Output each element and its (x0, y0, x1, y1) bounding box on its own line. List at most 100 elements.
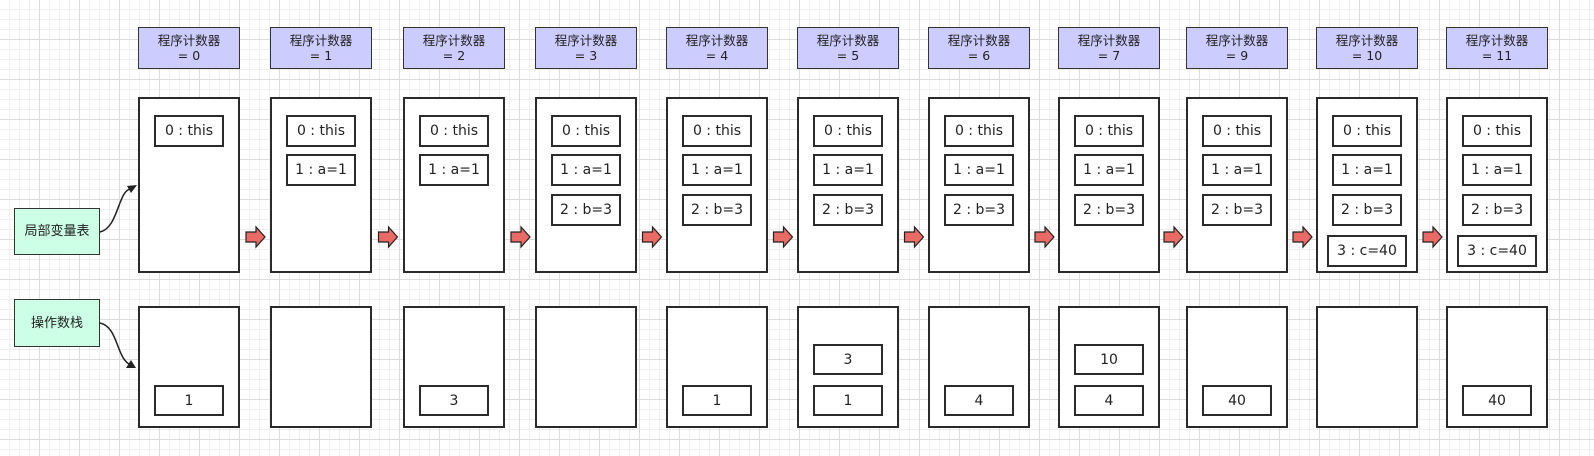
operand-stack-entry: 40 (1462, 385, 1532, 416)
operand-stack-value: 3 (844, 352, 853, 368)
operand-stack-entry: 3 (419, 385, 489, 416)
local-variable-slot: 0 : this (1462, 115, 1532, 147)
program-counter-label: 程序计数器 (555, 33, 618, 48)
operand-stack-value: 40 (1488, 393, 1506, 409)
operand-stack-entry: 10 (1074, 344, 1144, 375)
program-counter-value: = 3 (575, 48, 597, 63)
program-counter-label: 程序计数器 (158, 33, 221, 48)
local-variable-slot: 1 : a=1 (944, 154, 1014, 186)
local-variable-slot: 1 : a=1 (1074, 154, 1144, 186)
local-variable-text: 3 : c=40 (1467, 243, 1527, 259)
local-variable-slot: 1 : a=1 (1202, 154, 1272, 186)
local-variable-slot: 1 : a=1 (1462, 154, 1532, 186)
local-variable-text: 2 : b=3 (691, 202, 743, 218)
local-variable-text: 1 : a=1 (560, 162, 612, 178)
operand-stack-label: 操作数栈 (14, 299, 100, 347)
operand-stack-value: 4 (975, 393, 984, 409)
operand-stack-entry: 1 (813, 385, 883, 416)
local-variable-text: 1 : a=1 (1211, 162, 1263, 178)
program-counter-box: 程序计数器 = 2 (403, 27, 505, 69)
local-variable-text: 2 : b=3 (1211, 202, 1263, 218)
local-variable-slot: 1 : a=1 (1332, 154, 1402, 186)
operand-stack-entry: 40 (1202, 385, 1272, 416)
local-variable-slot: 2 : b=3 (944, 194, 1014, 226)
local-variable-table-label-text: 局部变量表 (24, 223, 90, 240)
operand-stack-value: 1 (844, 393, 853, 409)
local-variable-text: 2 : b=3 (1471, 202, 1523, 218)
program-counter-box: 程序计数器 = 4 (666, 27, 768, 69)
local-variable-text: 1 : a=1 (691, 162, 743, 178)
program-counter-box: 程序计数器 = 10 (1316, 27, 1418, 69)
operand-stack-frame (1316, 306, 1418, 428)
program-counter-value: = 7 (1098, 48, 1120, 63)
local-variable-slot: 0 : this (1074, 115, 1144, 147)
local-variable-slot: 0 : this (419, 115, 489, 147)
local-variable-slot: 0 : this (944, 115, 1014, 147)
program-counter-value: = 2 (443, 48, 465, 63)
local-variable-text: 0 : this (1085, 123, 1133, 139)
local-variable-slot: 0 : this (1202, 115, 1272, 147)
local-variable-slot: 0 : this (154, 115, 224, 147)
local-variable-slot: 2 : b=3 (682, 194, 752, 226)
local-variable-slot: 2 : b=3 (551, 194, 621, 226)
local-variable-text: 0 : this (165, 123, 213, 139)
local-variable-text: 0 : this (297, 123, 345, 139)
program-counter-value: = 9 (1226, 48, 1248, 63)
operand-stack-value: 1 (185, 393, 194, 409)
operand-stack-value: 3 (450, 393, 459, 409)
operand-stack-entry: 1 (154, 385, 224, 416)
local-variable-text: 3 : c=40 (1337, 243, 1397, 259)
program-counter-box: 程序计数器 = 9 (1186, 27, 1288, 69)
local-variable-text: 0 : this (1473, 123, 1521, 139)
local-variable-slot: 2 : b=3 (1332, 194, 1402, 226)
program-counter-value: = 0 (178, 48, 200, 63)
program-counter-box: 程序计数器 = 6 (928, 27, 1030, 69)
operand-stack-entry: 3 (813, 344, 883, 375)
local-variable-table-label: 局部变量表 (14, 208, 100, 255)
program-counter-label: 程序计数器 (1206, 33, 1269, 48)
local-variable-slot: 1 : a=1 (813, 154, 883, 186)
local-variable-slot: 0 : this (1332, 115, 1402, 147)
local-variable-text: 0 : this (562, 123, 610, 139)
program-counter-label: 程序计数器 (423, 33, 486, 48)
local-variable-text: 0 : this (955, 123, 1003, 139)
local-variable-text: 2 : b=3 (560, 202, 612, 218)
local-variable-slot: 2 : b=3 (813, 194, 883, 226)
local-variable-slot: 2 : b=3 (1202, 194, 1272, 226)
program-counter-box: 程序计数器 = 3 (535, 27, 637, 69)
local-variable-text: 0 : this (824, 123, 872, 139)
program-counter-value: = 4 (706, 48, 728, 63)
program-counter-label: 程序计数器 (1336, 33, 1399, 48)
local-variable-text: 1 : a=1 (822, 162, 874, 178)
operand-stack-frame (535, 306, 637, 428)
local-variable-slot: 3 : c=40 (1457, 235, 1537, 267)
program-counter-value: = 1 (310, 48, 332, 63)
operand-stack-value: 1 (713, 393, 722, 409)
local-variable-text: 2 : b=3 (1341, 202, 1393, 218)
local-variable-slot: 1 : a=1 (286, 154, 356, 186)
program-counter-label: 程序计数器 (817, 33, 880, 48)
operand-stack-label-text: 操作数栈 (31, 315, 83, 332)
program-counter-label: 程序计数器 (1078, 33, 1141, 48)
local-variable-text: 0 : this (1343, 123, 1391, 139)
operand-stack-frame (270, 306, 372, 428)
local-variable-slot: 0 : this (682, 115, 752, 147)
operand-stack-entry: 4 (944, 385, 1014, 416)
local-variable-text: 1 : a=1 (1341, 162, 1393, 178)
local-variable-text: 1 : a=1 (953, 162, 1005, 178)
local-variable-text: 1 : a=1 (428, 162, 480, 178)
local-variable-slot: 2 : b=3 (1074, 194, 1144, 226)
local-variable-text: 0 : this (1213, 123, 1261, 139)
local-variable-slot: 1 : a=1 (419, 154, 489, 186)
operand-stack-entry: 1 (682, 385, 752, 416)
program-counter-value: = 6 (968, 48, 990, 63)
local-variable-text: 2 : b=3 (1083, 202, 1135, 218)
local-variable-text: 2 : b=3 (822, 202, 874, 218)
local-variable-text: 1 : a=1 (295, 162, 347, 178)
program-counter-label: 程序计数器 (686, 33, 749, 48)
local-variable-text: 2 : b=3 (953, 202, 1005, 218)
local-variable-slot: 1 : a=1 (551, 154, 621, 186)
program-counter-box: 程序计数器 = 0 (138, 27, 240, 69)
program-counter-value: = 5 (837, 48, 859, 63)
